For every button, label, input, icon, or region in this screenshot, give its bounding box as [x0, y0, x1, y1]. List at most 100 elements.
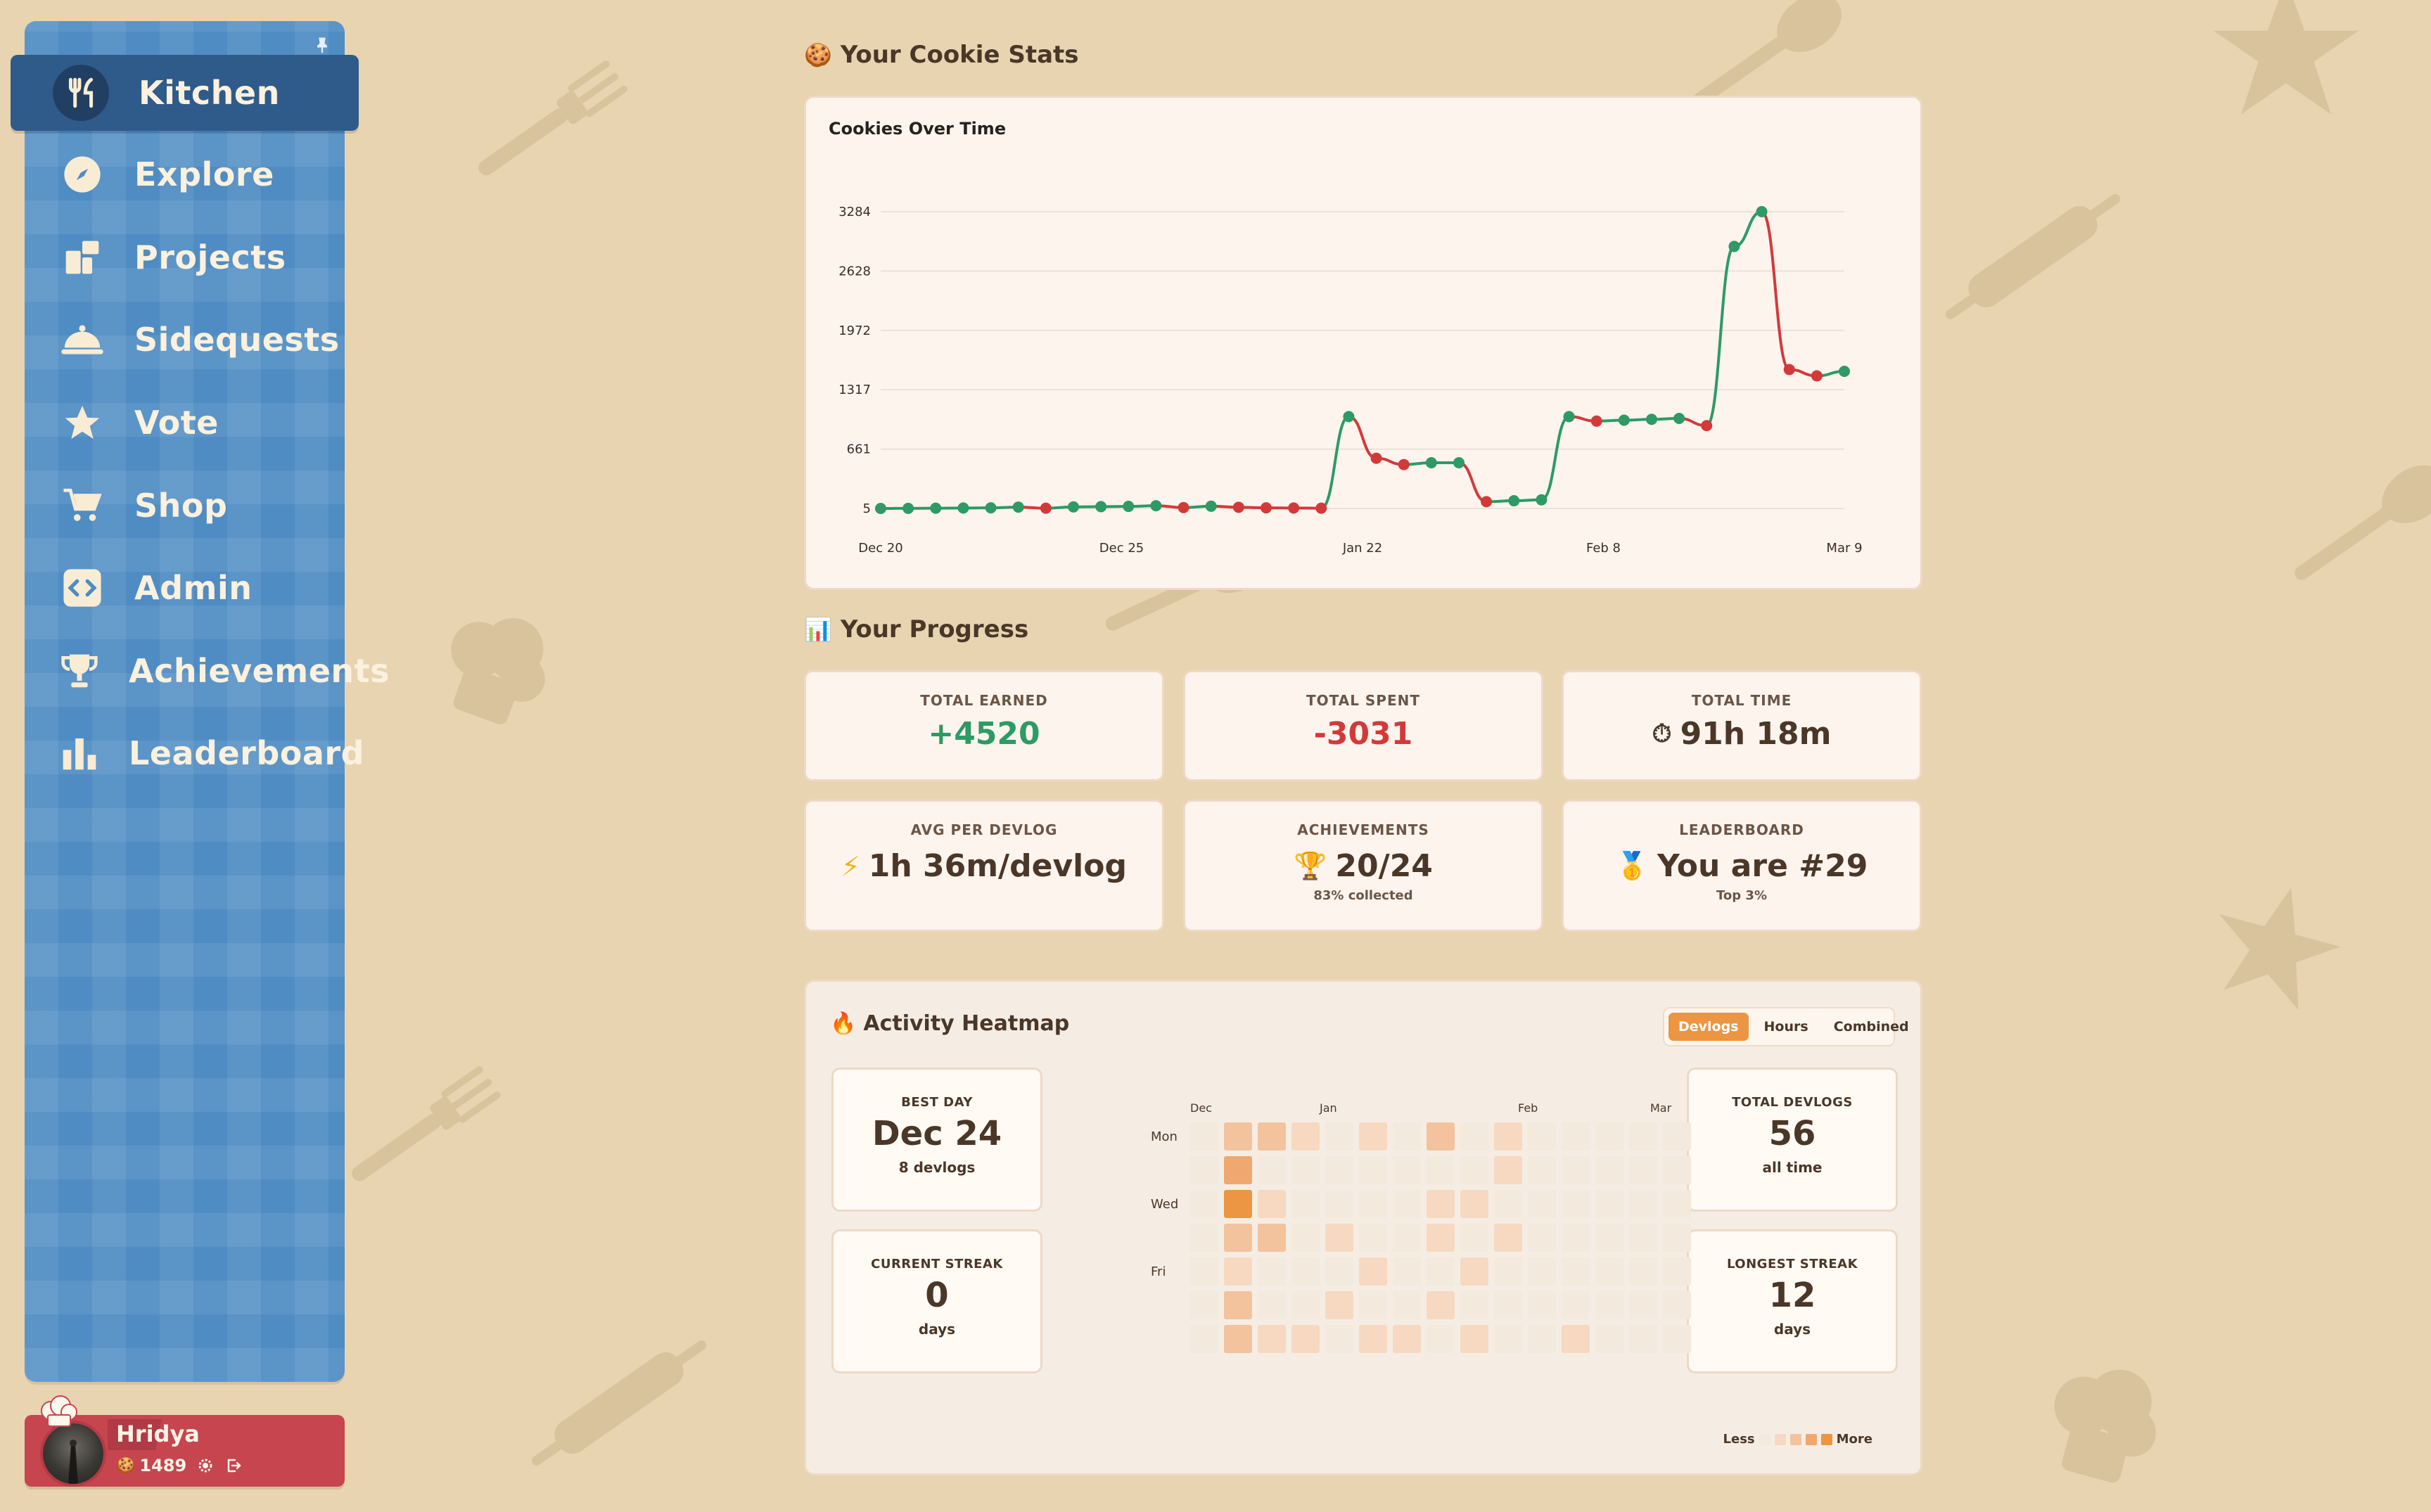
heatmap-cell[interactable] — [1258, 1325, 1286, 1353]
heatmap-cell[interactable] — [1224, 1325, 1252, 1353]
sidebar-item-achievements[interactable]: Achievements — [25, 634, 390, 707]
heatmap-cell[interactable] — [1393, 1325, 1421, 1353]
sidebar-item-leaderboard[interactable]: Leaderboard — [25, 716, 364, 790]
data-point[interactable] — [1040, 502, 1052, 514]
data-point[interactable] — [875, 503, 886, 514]
heatmap-cell[interactable] — [1325, 1156, 1353, 1184]
data-point[interactable] — [1178, 501, 1189, 513]
heatmap-cell[interactable] — [1190, 1224, 1218, 1252]
heatmap-cell[interactable] — [1562, 1325, 1590, 1353]
heatmap-cell[interactable] — [1325, 1325, 1353, 1353]
data-point[interactable] — [1701, 420, 1713, 432]
data-point[interactable] — [1232, 501, 1244, 513]
heatmap-cell[interactable] — [1258, 1156, 1286, 1184]
heatmap-cell[interactable] — [1190, 1122, 1218, 1151]
data-point[interactable] — [1150, 500, 1162, 512]
heatmap-cell[interactable] — [1562, 1190, 1590, 1218]
heatmap-cell[interactable] — [1427, 1224, 1455, 1252]
heatmap-cell[interactable] — [1325, 1224, 1353, 1252]
heatmap-cell[interactable] — [1359, 1156, 1387, 1184]
heatmap-cell[interactable] — [1595, 1122, 1623, 1151]
heatmap-cell[interactable] — [1663, 1224, 1691, 1252]
toggle-combined[interactable]: Combined — [1833, 1019, 1909, 1034]
data-point[interactable] — [1481, 496, 1493, 508]
heatmap-cell[interactable] — [1359, 1291, 1387, 1319]
sidebar-item-explore[interactable]: Explore — [25, 137, 345, 211]
data-point[interactable] — [1783, 364, 1795, 376]
heatmap-cell[interactable] — [1494, 1156, 1522, 1184]
heatmap-cell[interactable] — [1528, 1122, 1556, 1151]
data-point[interactable] — [1453, 457, 1465, 469]
heatmap-cell[interactable] — [1460, 1291, 1488, 1319]
heatmap-cell[interactable] — [1427, 1257, 1455, 1286]
heatmap-cell[interactable] — [1393, 1224, 1421, 1252]
data-point[interactable] — [1123, 501, 1135, 513]
data-point[interactable] — [1205, 500, 1217, 512]
heatmap-cell[interactable] — [1562, 1224, 1590, 1252]
data-point[interactable] — [930, 502, 942, 514]
heatmap-cell[interactable] — [1258, 1122, 1286, 1151]
heatmap-cell[interactable] — [1224, 1224, 1252, 1252]
heatmap-cell[interactable] — [1427, 1122, 1455, 1151]
heatmap-cell[interactable] — [1224, 1122, 1252, 1151]
heatmap-cell[interactable] — [1190, 1325, 1218, 1353]
sidebar-item-shop[interactable]: Shop — [25, 468, 345, 542]
data-point[interactable] — [1563, 411, 1575, 423]
data-point[interactable] — [1811, 370, 1823, 382]
avatar[interactable] — [40, 1421, 106, 1487]
sidebar-item-admin[interactable]: Admin — [25, 551, 345, 624]
data-point[interactable] — [957, 502, 969, 514]
heatmap-cell[interactable] — [1393, 1190, 1421, 1218]
heatmap-cell[interactable] — [1494, 1224, 1522, 1252]
data-point[interactable] — [1646, 414, 1657, 425]
heatmap-cell[interactable] — [1190, 1257, 1218, 1286]
heatmap-cell[interactable] — [1427, 1291, 1455, 1319]
heatmap-cell[interactable] — [1460, 1156, 1488, 1184]
heatmap-cell[interactable] — [1460, 1190, 1488, 1218]
heatmap-cell[interactable] — [1562, 1156, 1590, 1184]
heatmap-cell[interactable] — [1595, 1190, 1623, 1218]
heatmap-cell[interactable] — [1258, 1257, 1286, 1286]
data-point[interactable] — [1425, 457, 1437, 469]
pin-icon[interactable] — [312, 35, 332, 55]
heatmap-cell[interactable] — [1393, 1291, 1421, 1319]
heatmap-cell[interactable] — [1629, 1291, 1657, 1319]
user-card[interactable]: Hridya 🍪 1489 — [25, 1395, 345, 1487]
data-point[interactable] — [1012, 501, 1024, 513]
data-point[interactable] — [1370, 452, 1382, 464]
heatmap-cell[interactable] — [1460, 1325, 1488, 1353]
heatmap-cell[interactable] — [1663, 1190, 1691, 1218]
heatmap-cell[interactable] — [1258, 1190, 1286, 1218]
heatmap-cell[interactable] — [1595, 1257, 1623, 1286]
data-point[interactable] — [1536, 494, 1548, 506]
heatmap-cell[interactable] — [1494, 1325, 1522, 1353]
heatmap-cell[interactable] — [1427, 1325, 1455, 1353]
sidebar-item-kitchen[interactable]: Kitchen — [11, 55, 359, 131]
heatmap-cell[interactable] — [1528, 1190, 1556, 1218]
data-point[interactable] — [1343, 411, 1355, 423]
data-point[interactable] — [1288, 502, 1300, 514]
heatmap-cell[interactable] — [1629, 1190, 1657, 1218]
heatmap-cell[interactable] — [1291, 1224, 1320, 1252]
heatmap-cell[interactable] — [1427, 1156, 1455, 1184]
heatmap-cell[interactable] — [1224, 1190, 1252, 1218]
heatmap-cell[interactable] — [1291, 1190, 1320, 1218]
heatmap-cell[interactable] — [1629, 1325, 1657, 1353]
heatmap-cell[interactable] — [1393, 1122, 1421, 1151]
data-point[interactable] — [985, 502, 997, 514]
heatmap-cell[interactable] — [1359, 1224, 1387, 1252]
logout-icon[interactable] — [224, 1456, 243, 1475]
heatmap-cell[interactable] — [1663, 1156, 1691, 1184]
heatmap-cell[interactable] — [1663, 1122, 1691, 1151]
heatmap-cell[interactable] — [1460, 1224, 1488, 1252]
heatmap-cell[interactable] — [1224, 1257, 1252, 1286]
data-point[interactable] — [1398, 459, 1410, 470]
heatmap-cell[interactable] — [1528, 1156, 1556, 1184]
heatmap-cell[interactable] — [1562, 1257, 1590, 1286]
heatmap-cell[interactable] — [1291, 1122, 1320, 1151]
heatmap-cell[interactable] — [1528, 1224, 1556, 1252]
gear-icon[interactable] — [196, 1456, 215, 1475]
heatmap-cell[interactable] — [1258, 1224, 1286, 1252]
heatmap-cell[interactable] — [1190, 1156, 1218, 1184]
data-point[interactable] — [1590, 415, 1602, 427]
